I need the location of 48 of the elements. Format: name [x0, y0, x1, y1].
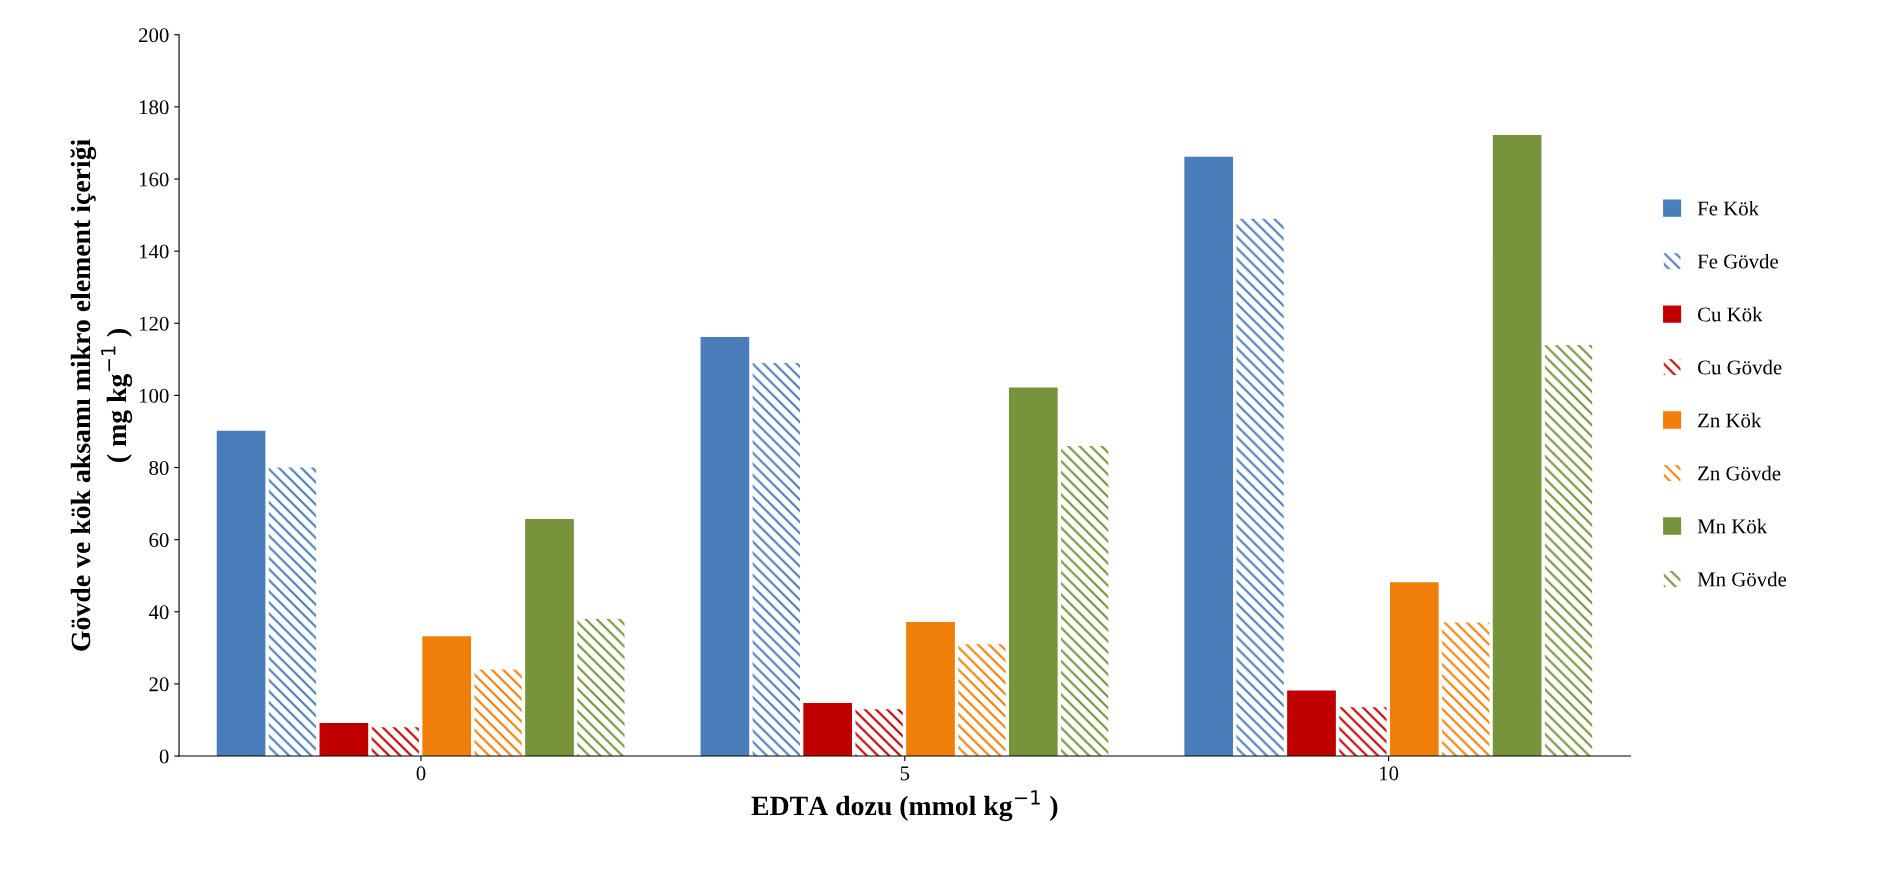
- bar: [1287, 690, 1336, 757]
- legend-label: Fe Gövde: [1697, 253, 1778, 269]
- bar: [474, 669, 522, 757]
- y-axis-title: Gövde ve kök aksamı mikro element içeriği ( mg kg$^{−1}$ ): [70, 139, 133, 651]
- legend-label: Fe Kök: [1697, 200, 1760, 216]
- y-tick-label: 100: [139, 388, 169, 403]
- bar: [577, 618, 625, 757]
- legend-label: Mn Kök: [1697, 518, 1768, 534]
- x-tick-label: 0: [416, 766, 426, 781]
- bar: [268, 467, 317, 757]
- bar: [371, 727, 419, 757]
- bar: [319, 722, 369, 757]
- bar: [1339, 707, 1387, 757]
- bar: [1442, 622, 1490, 757]
- x-tick-label: 5: [900, 766, 910, 781]
- y-tick-label: 200: [139, 28, 169, 43]
- bar: [1236, 218, 1284, 757]
- legend-label: Zn Kök: [1698, 412, 1762, 428]
- y-tick-label: 80: [149, 460, 169, 475]
- bar: [1184, 156, 1234, 757]
- bar: [958, 644, 1006, 757]
- bar: [216, 430, 266, 757]
- y-tick-label: 40: [148, 605, 169, 620]
- y-tick-label: 120: [139, 316, 169, 331]
- bar: [855, 709, 903, 757]
- bar: [1389, 582, 1439, 757]
- y-tick-label: 60: [149, 533, 169, 548]
- bar: [752, 362, 800, 757]
- legend-label: Mn Gövde: [1697, 571, 1787, 587]
- x-axis-title: EDTA dozu (mmol kg$^{−1}$ ): [751, 790, 1058, 822]
- bar: [700, 336, 750, 757]
- legend-label: Cu Kök: [1697, 306, 1763, 322]
- legend-label: Cu Gövde: [1697, 359, 1782, 375]
- bar: [525, 519, 574, 757]
- bar: [422, 636, 472, 757]
- legend-label: Zn Gövde: [1698, 465, 1781, 481]
- bar: [906, 621, 955, 757]
- bar: [1544, 344, 1593, 757]
- bar: [803, 703, 853, 757]
- y-tick-label: 0: [159, 749, 169, 764]
- bar: [1061, 445, 1109, 757]
- bar: [1492, 135, 1542, 757]
- y-tick-label: 180: [139, 100, 169, 115]
- y-tick-label: 160: [139, 172, 169, 187]
- bar: [1008, 387, 1058, 757]
- y-tick-label: 140: [139, 244, 169, 259]
- y-tick-label: 20: [149, 677, 169, 692]
- x-tick-label: 10: [1380, 766, 1399, 781]
